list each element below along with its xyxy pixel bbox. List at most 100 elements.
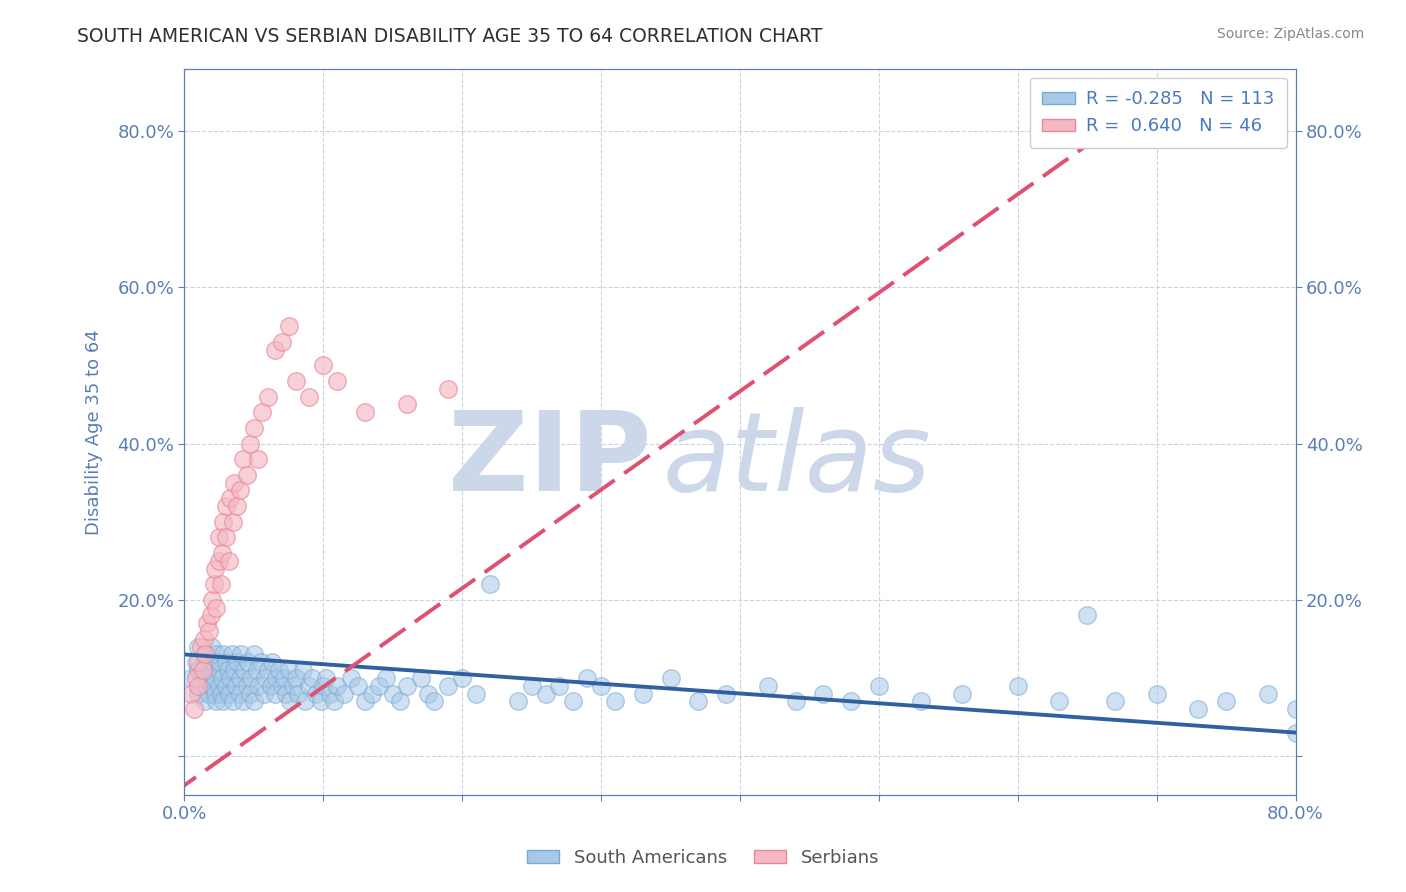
Point bbox=[256, 390, 278, 404]
Point bbox=[277, 663, 299, 677]
Point bbox=[270, 334, 292, 349]
Point bbox=[221, 648, 243, 662]
Point bbox=[309, 694, 332, 708]
Point bbox=[1076, 608, 1098, 623]
Point bbox=[224, 663, 246, 677]
Point bbox=[194, 648, 217, 662]
Point bbox=[247, 452, 270, 467]
Point bbox=[226, 499, 249, 513]
Point bbox=[416, 686, 439, 700]
Point bbox=[218, 554, 240, 568]
Point bbox=[201, 679, 224, 693]
Point bbox=[217, 663, 239, 677]
Point bbox=[190, 679, 212, 693]
Point bbox=[368, 679, 391, 693]
Point bbox=[374, 671, 396, 685]
Point bbox=[278, 694, 301, 708]
Point bbox=[215, 655, 238, 669]
Point bbox=[284, 671, 307, 685]
Point bbox=[180, 686, 202, 700]
Text: ZIP: ZIP bbox=[447, 408, 651, 515]
Point bbox=[198, 624, 221, 638]
Point bbox=[208, 679, 231, 693]
Point bbox=[839, 694, 862, 708]
Point bbox=[184, 655, 207, 669]
Point bbox=[1049, 694, 1071, 708]
Point bbox=[333, 686, 356, 700]
Point bbox=[294, 694, 316, 708]
Point bbox=[212, 694, 235, 708]
Point bbox=[187, 655, 209, 669]
Point bbox=[267, 663, 290, 677]
Point bbox=[260, 655, 283, 669]
Point bbox=[451, 671, 474, 685]
Point bbox=[506, 694, 529, 708]
Point bbox=[205, 648, 228, 662]
Point bbox=[1146, 686, 1168, 700]
Point bbox=[208, 655, 231, 669]
Point bbox=[291, 663, 314, 677]
Point bbox=[259, 679, 281, 693]
Point bbox=[287, 686, 309, 700]
Point bbox=[252, 405, 274, 419]
Point bbox=[298, 679, 321, 693]
Point bbox=[659, 671, 682, 685]
Point bbox=[437, 679, 460, 693]
Point bbox=[1257, 686, 1279, 700]
Point bbox=[437, 382, 460, 396]
Point bbox=[395, 679, 418, 693]
Point bbox=[423, 694, 446, 708]
Point bbox=[274, 686, 297, 700]
Point bbox=[243, 421, 266, 435]
Point bbox=[193, 648, 215, 662]
Point bbox=[603, 694, 626, 708]
Point bbox=[198, 686, 221, 700]
Point bbox=[187, 640, 209, 654]
Point bbox=[208, 663, 231, 677]
Point bbox=[212, 515, 235, 529]
Point bbox=[215, 679, 238, 693]
Point bbox=[340, 671, 363, 685]
Point bbox=[208, 554, 231, 568]
Point bbox=[183, 702, 205, 716]
Point bbox=[253, 686, 276, 700]
Point bbox=[354, 405, 377, 419]
Point bbox=[190, 640, 212, 654]
Point bbox=[1104, 694, 1126, 708]
Point bbox=[195, 671, 218, 685]
Point bbox=[263, 343, 285, 357]
Point bbox=[312, 359, 335, 373]
Point bbox=[238, 655, 260, 669]
Point bbox=[232, 452, 254, 467]
Point bbox=[184, 671, 207, 685]
Point bbox=[215, 530, 238, 544]
Point bbox=[688, 694, 710, 708]
Point bbox=[312, 679, 335, 693]
Point bbox=[631, 686, 654, 700]
Text: SOUTH AMERICAN VS SERBIAN DISABILITY AGE 35 TO 64 CORRELATION CHART: SOUTH AMERICAN VS SERBIAN DISABILITY AGE… bbox=[77, 27, 823, 45]
Point bbox=[576, 671, 599, 685]
Point bbox=[354, 694, 377, 708]
Point bbox=[202, 577, 225, 591]
Point bbox=[187, 686, 209, 700]
Y-axis label: Disability Age 35 to 64: Disability Age 35 to 64 bbox=[86, 329, 103, 534]
Point bbox=[281, 679, 304, 693]
Point bbox=[200, 608, 222, 623]
Point bbox=[254, 671, 277, 685]
Point bbox=[205, 600, 228, 615]
Point bbox=[910, 694, 932, 708]
Point bbox=[246, 663, 269, 677]
Point bbox=[226, 655, 249, 669]
Point bbox=[381, 686, 404, 700]
Point bbox=[284, 374, 307, 388]
Text: Source: ZipAtlas.com: Source: ZipAtlas.com bbox=[1216, 27, 1364, 41]
Point bbox=[298, 390, 321, 404]
Point bbox=[256, 663, 278, 677]
Point bbox=[868, 679, 890, 693]
Point bbox=[263, 686, 285, 700]
Point bbox=[409, 671, 432, 685]
Point bbox=[273, 671, 295, 685]
Point bbox=[224, 475, 246, 490]
Point bbox=[191, 663, 214, 677]
Point bbox=[562, 694, 585, 708]
